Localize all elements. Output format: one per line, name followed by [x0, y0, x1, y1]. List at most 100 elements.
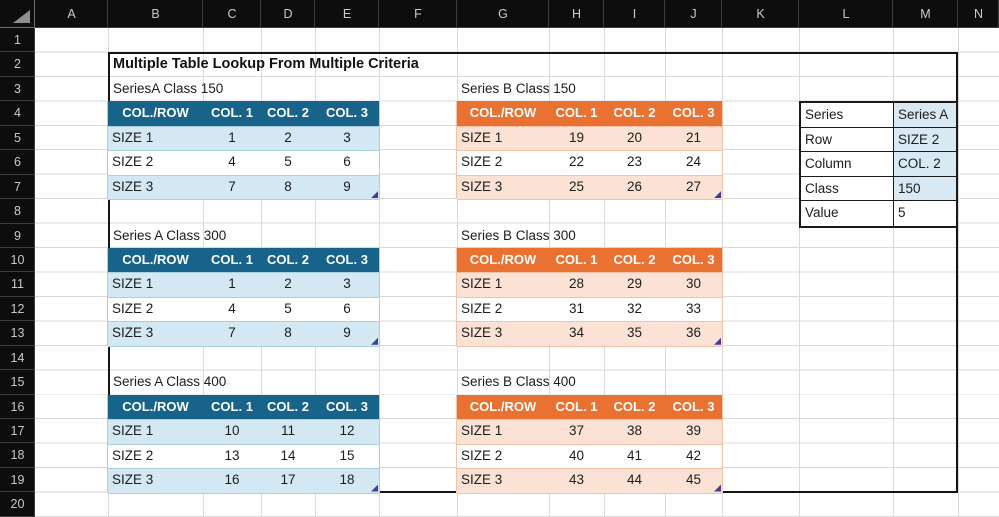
row-label-cell[interactable]: SIZE 3 [461, 178, 503, 194]
row-label-cell[interactable]: SIZE 2 [112, 300, 154, 316]
value-cell[interactable]: 8 [284, 178, 292, 194]
row-label-cell[interactable]: SIZE 2 [112, 447, 154, 463]
value-cell[interactable]: 30 [685, 276, 702, 292]
value-cell[interactable]: 6 [343, 300, 351, 316]
row-header-12[interactable]: 12 [0, 297, 35, 321]
table-title-seriesb-300[interactable]: Series B Class 300 [461, 227, 576, 243]
row-header-5[interactable]: 5 [0, 126, 35, 150]
value-cell[interactable]: 33 [685, 300, 702, 316]
row-label-cell[interactable]: SIZE 1 [461, 129, 503, 145]
col-header-D[interactable]: D [261, 0, 315, 28]
header-cell[interactable]: COL. 2 [613, 398, 656, 414]
col-header-J[interactable]: J [665, 0, 722, 28]
value-cell[interactable]: 5 [284, 154, 292, 170]
row-label-cell[interactable]: SIZE 3 [112, 325, 154, 341]
value-cell[interactable]: 1 [228, 276, 236, 292]
table-resize-handle-icon[interactable] [371, 191, 378, 199]
value-cell[interactable]: 21 [685, 129, 702, 145]
header-cell[interactable]: COL./ROW [122, 105, 189, 121]
value-cell[interactable]: 24 [685, 154, 702, 170]
header-cell[interactable]: COL. 2 [613, 252, 656, 268]
value-cell[interactable]: 1 [228, 129, 236, 145]
row-label-cell[interactable]: SIZE 2 [461, 447, 503, 463]
header-cell[interactable]: COL. 1 [211, 252, 253, 268]
value-cell[interactable]: 15 [339, 447, 355, 463]
row-header-14[interactable]: 14 [0, 346, 35, 370]
value-cell[interactable]: 42 [685, 447, 702, 463]
row-label-cell[interactable]: SIZE 1 [461, 276, 503, 292]
value-cell[interactable]: 36 [685, 325, 702, 341]
value-cell[interactable]: 25 [568, 178, 585, 194]
value-cell[interactable]: 12 [339, 423, 355, 439]
row-header-13[interactable]: 13 [0, 321, 35, 345]
row-header-11[interactable]: 11 [0, 272, 35, 296]
col-header-L[interactable]: L [799, 0, 893, 28]
lookup-value-cell[interactable]: COL. 2 [894, 152, 956, 176]
col-header-B[interactable]: B [108, 0, 203, 28]
value-cell[interactable]: 19 [568, 129, 585, 145]
value-cell[interactable]: 37 [568, 423, 585, 439]
value-cell[interactable]: 39 [685, 423, 702, 439]
row-header-1[interactable]: 1 [0, 28, 35, 52]
value-cell[interactable]: 5 [284, 300, 292, 316]
header-cell[interactable]: COL. 1 [211, 398, 253, 414]
lookup-value-cell[interactable]: 150 [894, 176, 956, 201]
value-cell[interactable]: 23 [626, 154, 643, 170]
value-cell[interactable]: 9 [343, 178, 351, 194]
lookup-label-cell[interactable]: Value [801, 201, 894, 226]
row-header-8[interactable]: 8 [0, 199, 35, 223]
col-header-I[interactable]: I [604, 0, 665, 28]
lookup-label-cell[interactable]: Series [801, 103, 894, 127]
value-cell[interactable]: 43 [568, 472, 585, 488]
header-cell[interactable]: COL. 1 [555, 398, 598, 414]
value-cell[interactable]: 8 [284, 325, 292, 341]
value-cell[interactable]: 4 [228, 154, 236, 170]
value-cell[interactable]: 18 [339, 472, 355, 488]
lookup-value-cell[interactable]: SIZE 2 [894, 127, 956, 152]
value-cell[interactable]: 17 [280, 472, 296, 488]
row-header-7[interactable]: 7 [0, 175, 35, 199]
header-cell[interactable]: COL. 3 [672, 398, 715, 414]
header-cell[interactable]: COL. 2 [267, 105, 309, 121]
col-header-K[interactable]: K [722, 0, 799, 28]
select-all-corner[interactable] [0, 0, 35, 28]
row-header-10[interactable]: 10 [0, 248, 35, 272]
value-cell[interactable]: 31 [568, 300, 585, 316]
value-cell[interactable]: 41 [626, 447, 643, 463]
value-cell[interactable]: 9 [343, 325, 351, 341]
value-cell[interactable]: 6 [343, 154, 351, 170]
value-cell[interactable]: 3 [343, 129, 351, 145]
value-cell[interactable]: 20 [626, 129, 643, 145]
row-header-15[interactable]: 15 [0, 370, 35, 394]
header-cell[interactable]: COL. 3 [326, 398, 368, 414]
value-cell[interactable]: 28 [568, 276, 585, 292]
row-header-17[interactable]: 17 [0, 419, 35, 443]
row-label-cell[interactable]: SIZE 3 [112, 178, 154, 194]
col-header-C[interactable]: C [203, 0, 261, 28]
header-cell[interactable]: COL. 1 [555, 105, 598, 121]
value-cell[interactable]: 27 [685, 178, 702, 194]
col-header-F[interactable]: F [379, 0, 457, 28]
row-label-cell[interactable]: SIZE 2 [112, 154, 154, 170]
table-title-seriesa-300[interactable]: Series A Class 300 [113, 227, 227, 243]
value-cell[interactable]: 45 [685, 472, 702, 488]
header-cell[interactable]: COL./ROW [122, 398, 189, 414]
value-cell[interactable]: 22 [568, 154, 585, 170]
row-header-4[interactable]: 4 [0, 101, 35, 125]
value-cell[interactable]: 40 [568, 447, 585, 463]
table-resize-handle-icon[interactable] [714, 191, 721, 199]
row-label-cell[interactable]: SIZE 2 [461, 154, 503, 170]
value-cell[interactable]: 7 [228, 325, 236, 341]
value-cell[interactable]: 16 [224, 472, 240, 488]
row-label-cell[interactable]: SIZE 1 [112, 129, 154, 145]
header-cell[interactable]: COL./ROW [469, 252, 537, 268]
col-header-M[interactable]: M [893, 0, 958, 28]
header-cell[interactable]: COL./ROW [469, 105, 537, 121]
row-header-2[interactable]: 2 [0, 52, 35, 76]
table-title-seriesb-150[interactable]: Series B Class 150 [461, 80, 576, 96]
header-cell[interactable]: COL. 2 [267, 398, 309, 414]
lookup-value-cell[interactable]: Series A [894, 103, 956, 127]
header-cell[interactable]: COL./ROW [469, 398, 537, 414]
row-label-cell[interactable]: SIZE 3 [461, 472, 503, 488]
row-header-3[interactable]: 3 [0, 77, 35, 101]
